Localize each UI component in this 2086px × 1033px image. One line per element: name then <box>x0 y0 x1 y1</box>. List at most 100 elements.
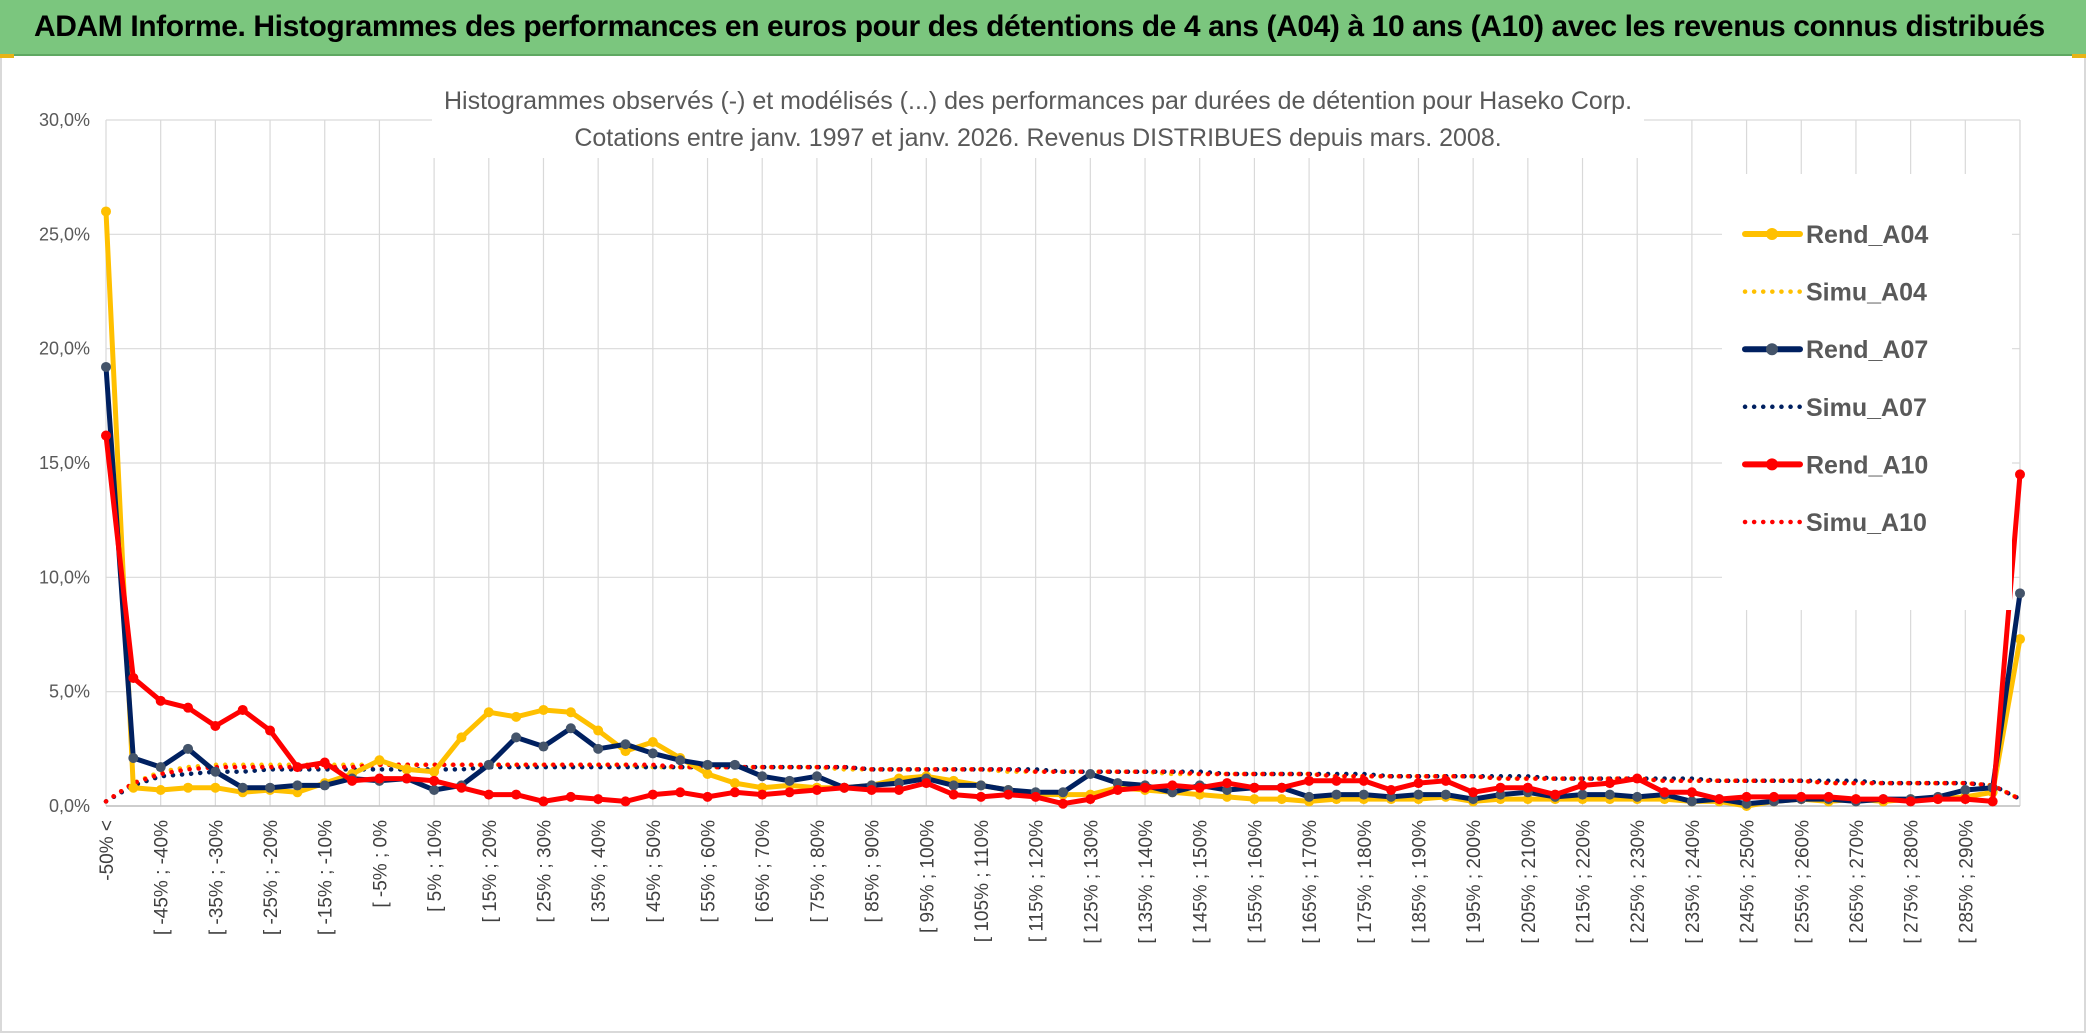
series-point <box>1222 778 1233 789</box>
series-point <box>620 739 631 750</box>
x-tick-label: [ 215% ; 220% <box>1574 820 1595 944</box>
y-tick-label: 30,0% <box>39 110 90 130</box>
chart-svg: 0,0% 5,0% 10,0% 15,0% 20,0% 25,0% 30,0% -50% <… <box>39 78 2025 944</box>
series-point <box>1632 791 1643 802</box>
series-point <box>155 784 166 795</box>
series-point <box>1085 768 1096 779</box>
series-point <box>565 723 576 734</box>
series-point <box>1276 794 1287 805</box>
x-tick-label: [ 245% ; 250% <box>1738 820 1759 944</box>
series-point <box>647 748 658 759</box>
x-tick-label: [ 5% ; 10% <box>425 820 446 912</box>
x-tick-label: -50% < <box>97 820 118 881</box>
series-line-Simu_A10 <box>103 762 2023 804</box>
x-tick-label: [ 135% ; 140% <box>1136 820 1157 944</box>
series-point <box>265 782 276 793</box>
series-point <box>839 782 850 793</box>
series-point <box>1850 794 1861 805</box>
series-point <box>538 741 549 752</box>
x-tick-label: [ 105% ; 110% <box>972 820 993 942</box>
series-point <box>101 430 111 441</box>
series-point <box>183 743 194 754</box>
series-point <box>101 206 111 217</box>
series-point <box>128 672 139 683</box>
legend-label: Simu_A10 <box>1806 509 1927 537</box>
series-point <box>1823 791 1834 802</box>
series-point <box>210 782 221 793</box>
corner-accent-right <box>2072 54 2086 58</box>
x-tick-label: [ 55% ; 60% <box>699 820 720 923</box>
series-point <box>593 725 604 736</box>
legend-item-Simu_A10: Simu_A10 <box>1742 509 1927 537</box>
x-tick-label: [ 15% ; 20% <box>480 820 501 923</box>
series-point <box>729 778 740 789</box>
series-point <box>210 720 221 731</box>
legend-item-Rend_A10: Rend_A10 <box>1742 451 1928 479</box>
series-point <box>429 766 440 777</box>
series-point <box>647 736 658 747</box>
series-point <box>1686 796 1697 807</box>
series-point <box>1167 787 1178 798</box>
header-title: ADAM Informe. Histogrammes des performan… <box>34 10 2045 43</box>
series-point <box>565 707 576 718</box>
series-point <box>757 782 768 793</box>
y-tick-label: 0,0% <box>49 796 90 816</box>
series-point <box>538 796 549 807</box>
series-point <box>593 794 604 805</box>
x-tick-label: [ 85% ; 90% <box>863 820 884 923</box>
series-point <box>1714 794 1725 805</box>
series-point <box>1249 782 1260 793</box>
series-point <box>1358 775 1369 786</box>
series-point <box>893 778 904 789</box>
x-tick-label: [ 185% ; 190% <box>1409 820 1430 944</box>
chart-title-background <box>432 78 1644 158</box>
series-point <box>155 695 166 706</box>
series-point <box>811 771 822 782</box>
series-point <box>210 766 221 777</box>
series-point <box>1796 791 1807 802</box>
series-point <box>292 762 303 773</box>
series-point <box>1222 791 1233 802</box>
x-tick-label: [ -45% ; -40% <box>152 820 173 935</box>
series-point <box>319 757 330 768</box>
x-tick-label: [ 285% ; 290% <box>1956 820 1977 944</box>
series-point <box>1386 784 1397 795</box>
series-point <box>811 784 822 795</box>
series-point <box>757 789 768 800</box>
series-point <box>921 778 932 789</box>
series-point <box>1932 794 1943 805</box>
series-point <box>1577 780 1588 791</box>
series-point <box>319 780 330 791</box>
series-point <box>1741 791 1752 802</box>
series-point <box>1768 791 1779 802</box>
y-tick-label: 15,0% <box>39 453 90 473</box>
series-point <box>620 796 631 807</box>
series-point <box>1167 780 1178 791</box>
legend-label: Simu_A04 <box>1806 279 1927 307</box>
series-layer <box>101 206 2025 811</box>
series-point <box>1960 784 1971 795</box>
series-point <box>237 782 248 793</box>
series-point <box>757 771 768 782</box>
series-point <box>429 784 440 795</box>
series-point <box>1440 775 1451 786</box>
series-point <box>1577 789 1588 800</box>
series-point <box>784 787 795 798</box>
series-point <box>1522 794 1533 805</box>
header-banner: ADAM Informe. Histogrammes des performan… <box>0 0 2086 56</box>
series-Rend_A10 <box>101 430 2025 809</box>
series-point <box>1249 794 1260 805</box>
legend-label: Simu_A07 <box>1806 394 1927 422</box>
y-tick-label: 25,0% <box>39 224 90 244</box>
series-point <box>702 759 713 770</box>
legend-item-Simu_A04: Simu_A04 <box>1742 279 1927 307</box>
series-point <box>1440 789 1451 800</box>
series-point <box>374 755 385 766</box>
series-point <box>784 775 795 786</box>
series-point <box>893 784 904 795</box>
legend-background <box>1722 174 2012 610</box>
legend-item-Rend_A04: Rend_A04 <box>1742 221 1928 249</box>
series-point <box>456 782 467 793</box>
series-point <box>128 752 139 763</box>
series-point <box>1194 782 1205 793</box>
